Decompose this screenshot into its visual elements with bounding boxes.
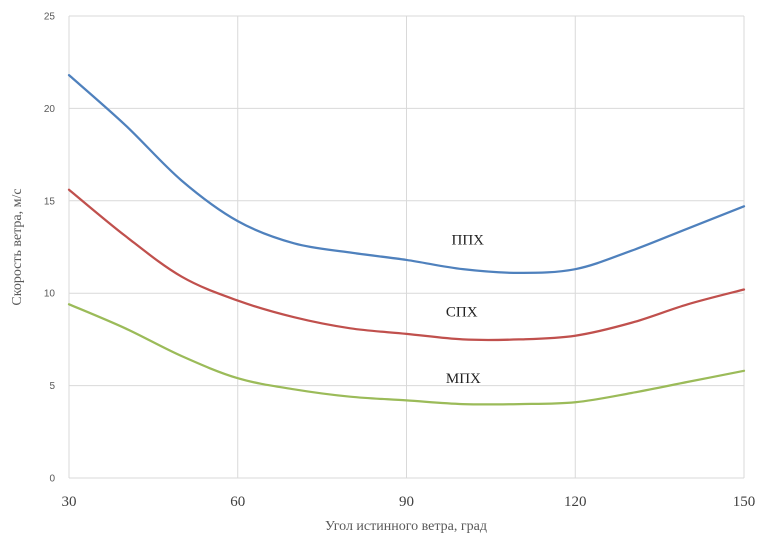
y-tick-label: 25 <box>44 12 56 23</box>
series-line-3 <box>67 303 746 406</box>
axes: 0 5 10 15 20 25 30 60 90 120 150 <box>44 12 755 511</box>
y-tick-label: 20 <box>44 104 56 115</box>
y-tick-label: 0 <box>49 474 55 485</box>
y-tick-label: 5 <box>49 381 55 392</box>
series-line-2 <box>67 188 746 342</box>
x-tick-label: 60 <box>230 494 245 510</box>
y-tick-label: 10 <box>44 289 56 300</box>
series-labels: ППХ СПХ МПХ <box>446 233 484 388</box>
series-label-3: МПХ <box>446 371 481 387</box>
x-tick-label: 120 <box>564 494 587 510</box>
series-line-1 <box>67 74 746 274</box>
x-axis-label: Угол истинного ветра, град <box>325 519 487 534</box>
series-label-2: СПХ <box>446 305 478 321</box>
gridlines <box>68 15 745 479</box>
x-tick-label: 30 <box>62 494 77 510</box>
series-group <box>67 74 746 406</box>
x-tick-label: 90 <box>399 494 414 510</box>
series-label-1: ППХ <box>452 233 485 249</box>
y-tick-label: 15 <box>44 196 56 207</box>
x-tick-label: 150 <box>733 494 756 510</box>
y-axis-label: Скорость ветра, м/с <box>10 188 25 305</box>
